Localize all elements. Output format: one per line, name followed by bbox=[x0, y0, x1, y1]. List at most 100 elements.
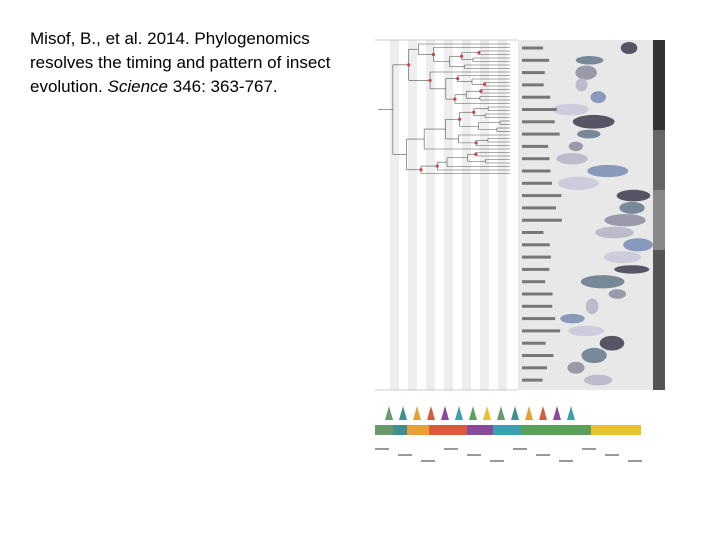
period bbox=[591, 425, 641, 435]
note bbox=[444, 448, 458, 450]
label-stub bbox=[522, 218, 562, 222]
label-stub bbox=[522, 58, 550, 62]
period bbox=[375, 425, 393, 435]
insect bbox=[599, 335, 625, 351]
note bbox=[536, 454, 550, 456]
label-stub bbox=[522, 354, 554, 357]
label-stub bbox=[522, 95, 551, 99]
clade-bar bbox=[653, 130, 665, 190]
note bbox=[421, 460, 435, 462]
period bbox=[467, 425, 493, 435]
insect bbox=[552, 103, 589, 116]
band bbox=[498, 40, 507, 390]
silhouette bbox=[399, 406, 407, 420]
label-stub bbox=[522, 120, 555, 124]
period bbox=[429, 425, 467, 435]
note bbox=[375, 448, 389, 450]
insect bbox=[616, 189, 651, 202]
note bbox=[559, 460, 573, 462]
node-dot bbox=[474, 152, 478, 156]
label-stub bbox=[522, 46, 544, 50]
label-stub bbox=[522, 304, 553, 308]
silhouette bbox=[427, 406, 435, 420]
tree bbox=[378, 43, 510, 174]
node-dot bbox=[435, 164, 439, 168]
silhouette bbox=[413, 406, 421, 420]
insect bbox=[577, 129, 601, 139]
note bbox=[628, 460, 642, 462]
insect bbox=[558, 176, 599, 190]
label-stub bbox=[522, 329, 561, 333]
label-stub bbox=[522, 280, 546, 284]
insect bbox=[614, 265, 650, 274]
band bbox=[480, 40, 489, 390]
note bbox=[513, 448, 527, 450]
citation-line: Misof, B., et al. 2014. Phylogenomics bbox=[30, 29, 310, 48]
silhouette bbox=[567, 406, 575, 420]
silhouette bbox=[497, 406, 505, 420]
label-stub bbox=[522, 206, 557, 210]
insect bbox=[587, 164, 629, 178]
band bbox=[426, 40, 435, 390]
node-dot bbox=[472, 110, 476, 114]
label-stub bbox=[522, 341, 546, 345]
silhouettes bbox=[522, 42, 653, 386]
silhouette bbox=[511, 406, 519, 420]
insect bbox=[619, 201, 645, 214]
citation-line: resolves the timing and pattern of insec… bbox=[30, 53, 331, 72]
insect bbox=[595, 226, 634, 239]
insect bbox=[568, 141, 583, 152]
insect bbox=[608, 289, 627, 299]
node-dot bbox=[431, 52, 436, 57]
label-stub bbox=[522, 132, 560, 136]
band bbox=[462, 40, 471, 390]
insect bbox=[604, 214, 646, 227]
insect bbox=[620, 42, 638, 54]
insect bbox=[567, 361, 585, 374]
note bbox=[582, 448, 596, 450]
label-stub bbox=[522, 157, 550, 161]
insect bbox=[575, 78, 588, 92]
label-stub bbox=[522, 366, 548, 370]
insect bbox=[585, 298, 599, 315]
node-dot bbox=[482, 82, 487, 86]
silhouette bbox=[553, 406, 561, 420]
label-stub bbox=[522, 292, 553, 296]
silhouette bbox=[469, 406, 477, 420]
silhouette bbox=[539, 406, 547, 420]
label-stub bbox=[522, 83, 544, 87]
clade-bar bbox=[653, 250, 665, 390]
timeline bbox=[375, 406, 642, 462]
clade-bar bbox=[653, 40, 665, 130]
node-dot bbox=[479, 89, 483, 93]
insect bbox=[568, 325, 605, 337]
insect bbox=[583, 374, 613, 386]
period bbox=[407, 425, 429, 435]
period bbox=[521, 425, 591, 435]
label-stub bbox=[522, 255, 551, 259]
insect bbox=[590, 91, 606, 104]
reference: 346: 363-767. bbox=[172, 77, 278, 96]
label-stub bbox=[522, 317, 556, 321]
label-stub bbox=[522, 243, 550, 247]
node-dot bbox=[407, 63, 411, 67]
insect bbox=[581, 347, 607, 364]
note bbox=[398, 454, 412, 456]
silhouette bbox=[441, 406, 449, 420]
journal: Science bbox=[107, 77, 168, 96]
insect bbox=[556, 152, 588, 165]
node-dot bbox=[453, 97, 457, 101]
silhouette bbox=[455, 406, 463, 420]
label-stub bbox=[522, 169, 551, 173]
node-dot bbox=[456, 76, 460, 81]
label-stub bbox=[522, 378, 543, 382]
node-dot bbox=[460, 54, 464, 58]
silhouette bbox=[385, 406, 393, 420]
node-dot bbox=[428, 78, 432, 83]
phylogeny-figure bbox=[375, 39, 665, 462]
insect bbox=[580, 275, 625, 289]
citation-line: evolution. bbox=[30, 77, 103, 96]
time-bands bbox=[375, 39, 518, 391]
clade-bar bbox=[653, 190, 665, 250]
